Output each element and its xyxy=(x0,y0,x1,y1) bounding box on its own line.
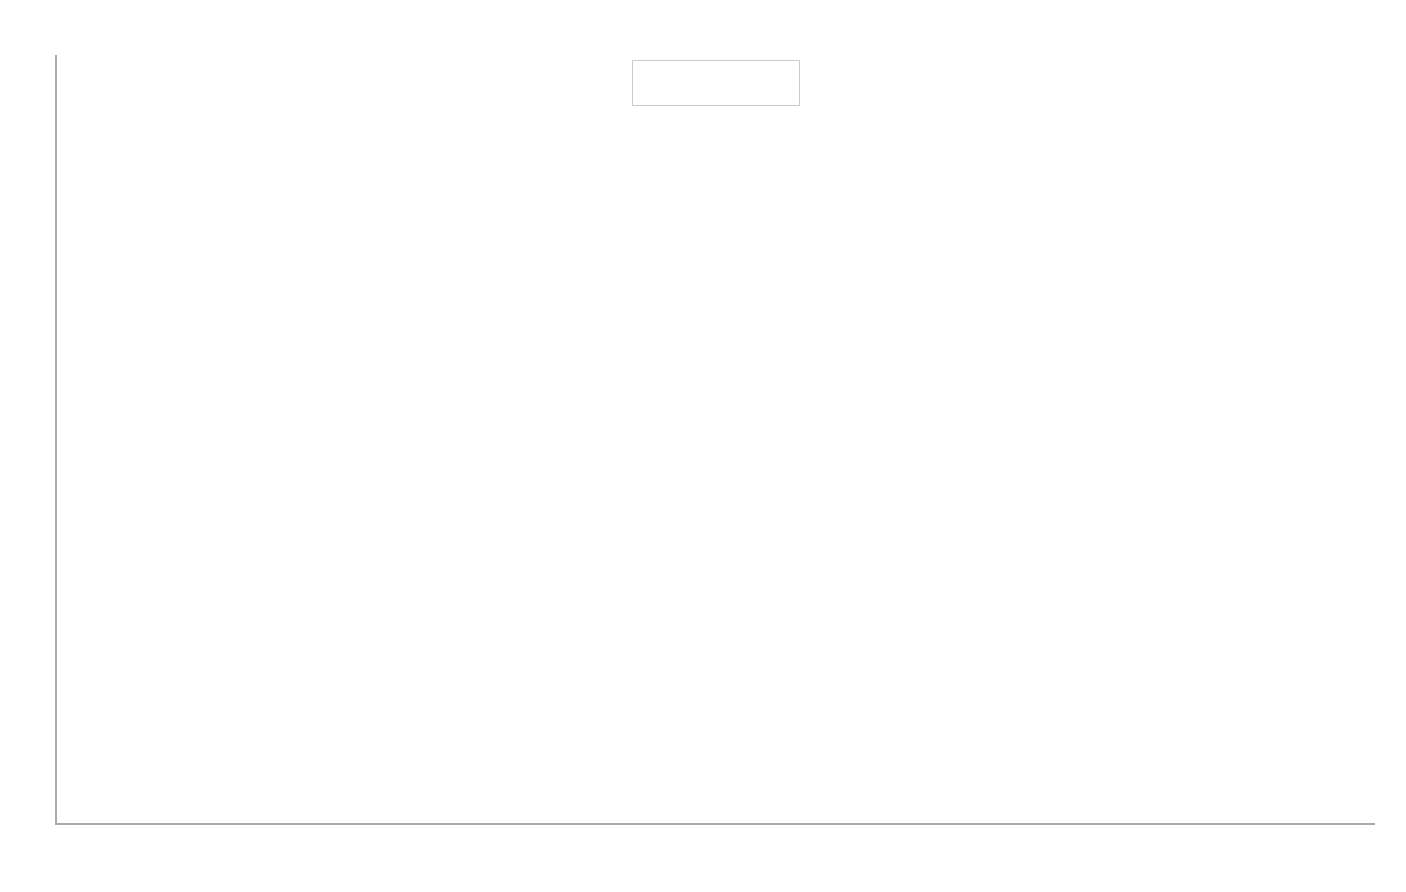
swatch-nepalese xyxy=(643,83,661,101)
swatch-iranians xyxy=(682,837,700,855)
swatch-iranians xyxy=(643,65,661,83)
legend-item-nepalese xyxy=(726,837,750,855)
swatch-nepalese xyxy=(726,837,744,855)
legend-row-iranians xyxy=(643,65,789,83)
correlation-legend xyxy=(632,60,800,106)
legend-row-nepalese xyxy=(643,83,789,101)
legend-item-iranians xyxy=(682,837,706,855)
series-legend xyxy=(682,837,750,855)
scatter-plot xyxy=(55,55,1375,825)
